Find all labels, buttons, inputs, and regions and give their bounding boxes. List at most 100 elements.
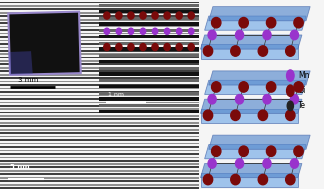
Text: 1 nm: 1 nm	[108, 91, 124, 97]
Bar	[0, 60, 199, 62]
Circle shape	[286, 85, 294, 96]
Bar	[0, 173, 199, 175]
Bar	[99, 97, 199, 101]
Circle shape	[175, 11, 183, 20]
Ellipse shape	[290, 94, 298, 104]
Circle shape	[188, 27, 195, 35]
Circle shape	[151, 11, 159, 20]
Bar	[0, 146, 199, 148]
Bar	[0, 74, 199, 76]
Polygon shape	[201, 99, 302, 113]
Circle shape	[187, 11, 195, 20]
Bar	[0, 40, 199, 41]
Text: 5 nm: 5 nm	[10, 164, 29, 170]
Circle shape	[140, 27, 146, 35]
Bar	[99, 72, 199, 76]
Bar	[0, 177, 199, 179]
Circle shape	[128, 27, 134, 35]
Bar	[0, 139, 199, 141]
Bar	[0, 118, 199, 120]
Polygon shape	[209, 7, 310, 21]
Bar	[0, 101, 199, 103]
Ellipse shape	[286, 110, 295, 121]
Bar	[0, 29, 199, 31]
Bar	[0, 163, 199, 165]
Bar	[0, 95, 199, 96]
Ellipse shape	[236, 159, 244, 168]
Bar	[99, 85, 199, 88]
Bar	[99, 67, 199, 70]
Ellipse shape	[294, 146, 303, 156]
Bar	[0, 43, 199, 45]
Bar	[0, 15, 199, 17]
Bar	[99, 104, 199, 107]
Ellipse shape	[236, 30, 244, 40]
Circle shape	[115, 11, 123, 20]
Bar	[0, 108, 199, 110]
Ellipse shape	[212, 82, 221, 92]
Circle shape	[287, 101, 294, 111]
Bar	[0, 26, 199, 27]
Bar	[0, 122, 199, 124]
Polygon shape	[205, 16, 306, 30]
Ellipse shape	[294, 82, 303, 92]
Bar	[0, 132, 199, 134]
Circle shape	[127, 43, 135, 51]
Bar	[0, 2, 199, 3]
Bar	[0, 84, 199, 86]
Ellipse shape	[263, 94, 271, 104]
Circle shape	[163, 11, 171, 20]
Ellipse shape	[203, 174, 213, 185]
Ellipse shape	[239, 146, 248, 156]
Circle shape	[164, 27, 170, 35]
Bar	[0, 9, 199, 10]
Ellipse shape	[258, 174, 268, 185]
Ellipse shape	[208, 159, 216, 168]
Bar	[99, 60, 199, 64]
Circle shape	[163, 43, 171, 51]
Bar	[0, 50, 199, 52]
Bar	[0, 63, 199, 65]
Bar	[99, 29, 199, 32]
Bar	[0, 36, 199, 38]
Ellipse shape	[203, 110, 213, 121]
Bar	[0, 156, 199, 158]
Bar	[99, 22, 199, 26]
Ellipse shape	[286, 46, 295, 56]
Polygon shape	[8, 12, 81, 75]
Bar	[0, 170, 199, 172]
Bar	[0, 5, 199, 7]
Bar	[0, 115, 199, 117]
Bar	[0, 81, 199, 82]
Polygon shape	[8, 51, 33, 75]
Polygon shape	[201, 173, 298, 187]
Bar	[0, 46, 199, 48]
Bar	[0, 112, 199, 113]
Ellipse shape	[263, 159, 271, 168]
Ellipse shape	[208, 94, 216, 104]
Ellipse shape	[231, 174, 240, 185]
Bar	[99, 10, 199, 13]
Bar	[0, 105, 199, 107]
Ellipse shape	[236, 94, 244, 104]
Text: Mn: Mn	[298, 71, 310, 80]
Bar	[0, 125, 199, 127]
Circle shape	[187, 43, 195, 51]
Bar	[0, 184, 199, 186]
Circle shape	[286, 70, 294, 81]
Bar	[0, 160, 199, 162]
Bar	[99, 91, 199, 95]
Polygon shape	[205, 145, 306, 159]
Circle shape	[176, 27, 183, 35]
Ellipse shape	[290, 30, 298, 40]
Bar	[0, 67, 199, 69]
Polygon shape	[201, 44, 298, 59]
Ellipse shape	[231, 110, 240, 121]
Ellipse shape	[294, 18, 303, 28]
Bar	[0, 129, 199, 131]
Circle shape	[139, 11, 147, 20]
Ellipse shape	[203, 46, 213, 56]
Ellipse shape	[258, 110, 268, 121]
Bar	[99, 110, 199, 113]
Bar	[99, 4, 199, 7]
